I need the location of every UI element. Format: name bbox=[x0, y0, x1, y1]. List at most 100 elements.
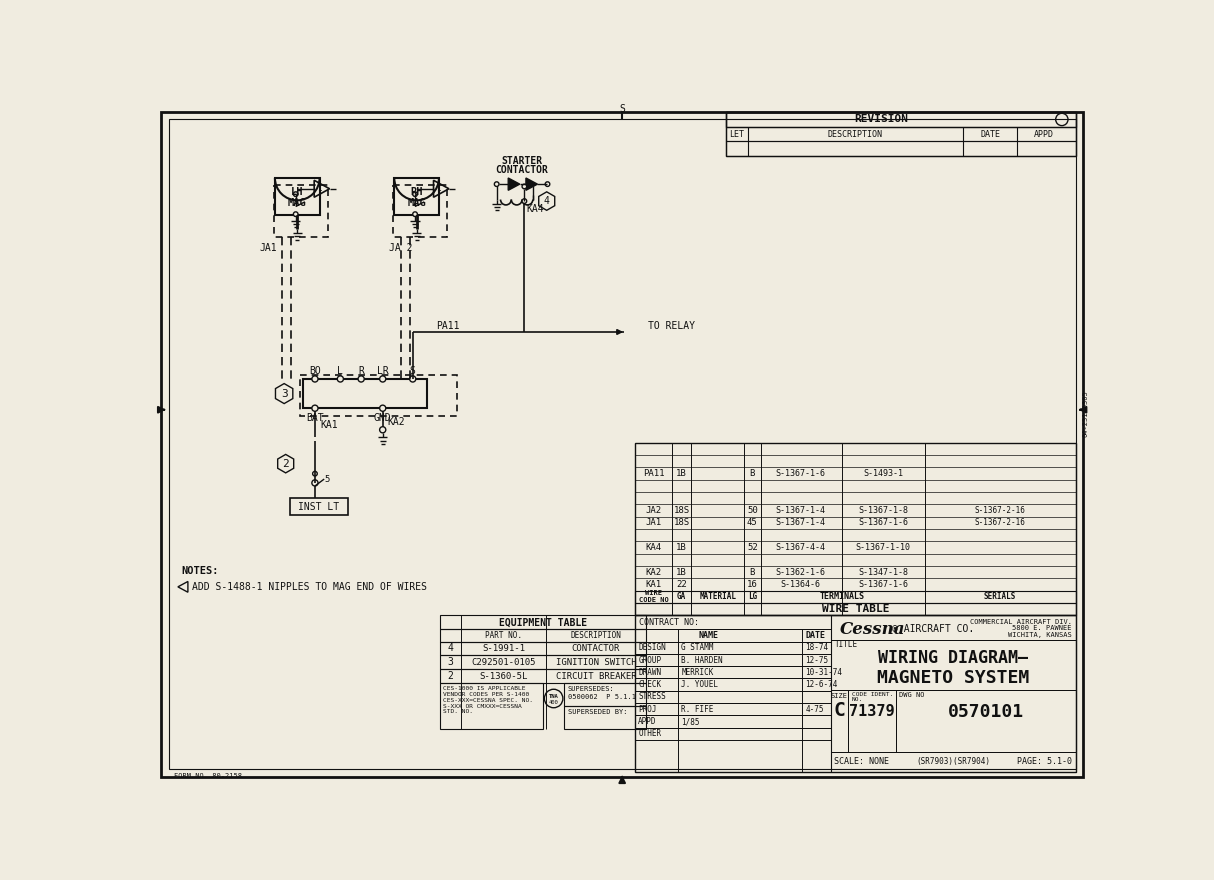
Text: 1B: 1B bbox=[676, 543, 687, 552]
Text: WIRE TABLE: WIRE TABLE bbox=[822, 605, 889, 614]
Text: BO: BO bbox=[310, 366, 320, 377]
Text: JA 2: JA 2 bbox=[390, 243, 413, 253]
Text: 2: 2 bbox=[283, 458, 289, 469]
Text: S-1367-1-6: S-1367-1-6 bbox=[776, 469, 826, 478]
Bar bbox=[635, 615, 830, 629]
Text: FORM NO. 80-2158: FORM NO. 80-2158 bbox=[174, 773, 242, 779]
Text: B: B bbox=[749, 469, 755, 478]
Bar bbox=[395, 178, 439, 215]
Text: 1/85: 1/85 bbox=[681, 717, 700, 726]
Text: DRAWN: DRAWN bbox=[639, 668, 662, 677]
Bar bbox=[274, 185, 328, 238]
Circle shape bbox=[522, 199, 527, 203]
Circle shape bbox=[494, 182, 499, 187]
Text: INST LT: INST LT bbox=[299, 502, 340, 512]
Text: S-1362-1-6: S-1362-1-6 bbox=[776, 568, 826, 576]
Text: 0500062  P 5.1.1: 0500062 P 5.1.1 bbox=[567, 693, 635, 700]
Bar bbox=[635, 443, 1076, 615]
Circle shape bbox=[380, 427, 386, 433]
Text: Cessna: Cessna bbox=[840, 620, 906, 638]
Text: S-1493-1: S-1493-1 bbox=[863, 469, 903, 478]
Text: SERIALS: SERIALS bbox=[985, 592, 1016, 601]
Bar bbox=[635, 728, 830, 740]
Text: PA11: PA11 bbox=[643, 469, 664, 478]
Text: 5: 5 bbox=[324, 475, 330, 484]
Text: GROUP: GROUP bbox=[639, 656, 662, 664]
Circle shape bbox=[337, 376, 344, 382]
Text: S-1367-1-4: S-1367-1-4 bbox=[776, 518, 826, 527]
Text: S-1367-2-16: S-1367-2-16 bbox=[975, 506, 1026, 515]
Text: TO RELAY: TO RELAY bbox=[647, 321, 694, 331]
Bar bbox=[896, 690, 1076, 752]
Text: PART NO.: PART NO. bbox=[486, 631, 522, 640]
Text: COMMERCIAL AIRCRAFT DIV.: COMMERCIAL AIRCRAFT DIV. bbox=[970, 619, 1072, 625]
Text: 1: 1 bbox=[317, 184, 322, 194]
Text: KA2: KA2 bbox=[387, 417, 405, 427]
Text: L: L bbox=[337, 366, 344, 377]
Text: 4: 4 bbox=[448, 643, 453, 654]
Bar bbox=[830, 615, 1076, 640]
Text: 1B: 1B bbox=[676, 568, 687, 576]
Text: JA1: JA1 bbox=[259, 243, 277, 253]
Text: WICHITA, KANSAS: WICHITA, KANSAS bbox=[1008, 633, 1072, 638]
Bar bbox=[565, 707, 646, 730]
Text: SUPERSEDED BY:: SUPERSEDED BY: bbox=[567, 709, 626, 715]
Bar bbox=[565, 683, 646, 706]
Text: WIRE
CODE NO: WIRE CODE NO bbox=[639, 590, 669, 604]
Circle shape bbox=[312, 376, 318, 382]
Text: MAG: MAG bbox=[407, 198, 426, 208]
Circle shape bbox=[312, 480, 318, 486]
Text: PROJ: PROJ bbox=[639, 705, 657, 714]
Circle shape bbox=[358, 376, 364, 382]
Text: BAT: BAT bbox=[306, 414, 324, 423]
Circle shape bbox=[380, 405, 386, 411]
Bar bbox=[304, 379, 426, 408]
Polygon shape bbox=[526, 178, 538, 190]
Bar bbox=[439, 656, 646, 669]
Text: 12-75: 12-75 bbox=[805, 656, 829, 664]
Text: LH: LH bbox=[291, 187, 304, 197]
Bar bbox=[830, 690, 847, 752]
Text: CHECK: CHECK bbox=[639, 680, 662, 689]
Bar bbox=[393, 185, 448, 238]
Text: SIZE: SIZE bbox=[830, 693, 847, 700]
Text: 1B: 1B bbox=[676, 469, 687, 478]
Text: 18S: 18S bbox=[674, 518, 690, 527]
Text: 18S: 18S bbox=[674, 506, 690, 515]
Text: APPD: APPD bbox=[639, 717, 657, 726]
Text: JA2: JA2 bbox=[646, 506, 662, 515]
Text: 2: 2 bbox=[448, 671, 453, 681]
Bar bbox=[726, 112, 1076, 127]
Text: S-1991-1: S-1991-1 bbox=[482, 644, 526, 653]
Text: DESCRIPTION: DESCRIPTION bbox=[828, 129, 883, 138]
Text: B. HARDEN: B. HARDEN bbox=[681, 656, 724, 664]
Text: NAME: NAME bbox=[698, 631, 719, 640]
Text: DESCRIPTION: DESCRIPTION bbox=[571, 631, 622, 640]
Text: 52: 52 bbox=[747, 543, 758, 552]
Text: KA1: KA1 bbox=[320, 420, 337, 430]
Text: KA2: KA2 bbox=[646, 568, 662, 576]
Text: MERRICK: MERRICK bbox=[681, 668, 714, 677]
Text: SUPERSEDES:: SUPERSEDES: bbox=[567, 686, 614, 693]
Bar bbox=[635, 629, 830, 642]
Text: NOTES:: NOTES: bbox=[182, 567, 220, 576]
Bar bbox=[439, 629, 646, 642]
Text: 50: 50 bbox=[747, 506, 758, 515]
Text: S-1367-1-8: S-1367-1-8 bbox=[858, 506, 908, 515]
Text: G STAMM: G STAMM bbox=[681, 643, 714, 652]
Bar bbox=[290, 498, 348, 515]
Text: JA1: JA1 bbox=[646, 518, 662, 527]
Text: S-1360-5L: S-1360-5L bbox=[480, 671, 528, 680]
Bar bbox=[847, 690, 896, 752]
Bar bbox=[726, 127, 1076, 141]
Bar bbox=[635, 642, 830, 654]
Text: 71379: 71379 bbox=[849, 704, 895, 719]
Text: LET: LET bbox=[730, 129, 744, 138]
Text: CONTACTOR: CONTACTOR bbox=[572, 644, 620, 653]
Text: EQUIPMENT TABLE: EQUIPMENT TABLE bbox=[499, 617, 586, 627]
Text: 22: 22 bbox=[676, 580, 687, 589]
Circle shape bbox=[522, 184, 527, 188]
Text: TNA: TNA bbox=[549, 693, 558, 699]
Text: 4-75: 4-75 bbox=[805, 705, 824, 714]
Text: PAGE: 5.1-0: PAGE: 5.1-0 bbox=[1017, 757, 1072, 766]
